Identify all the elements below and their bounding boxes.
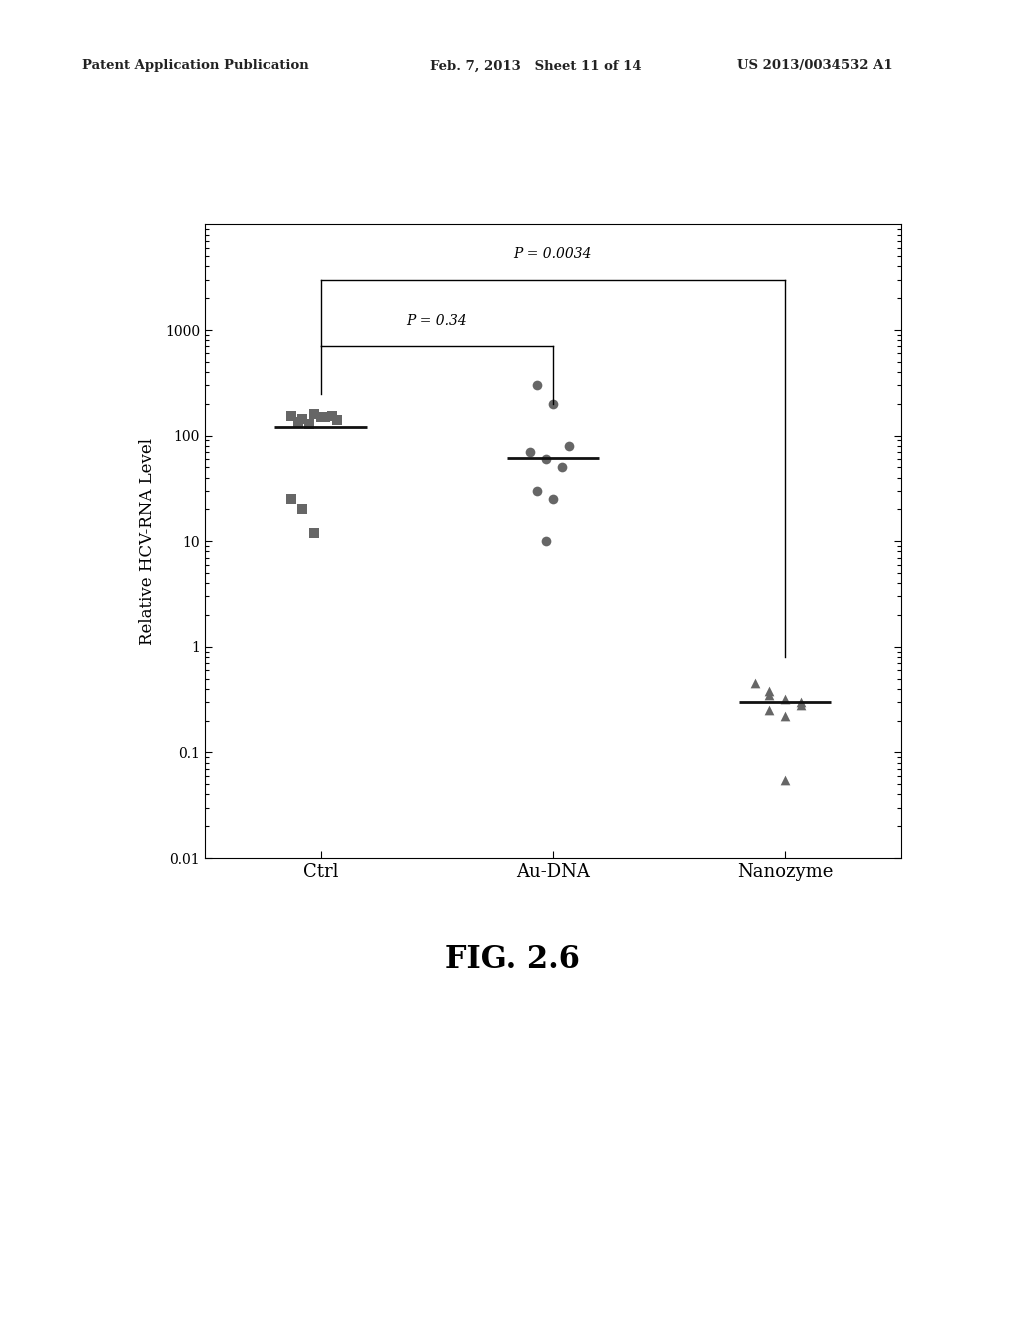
Point [777, 689, 794, 710]
Point [554, 457, 570, 478]
Text: US 2013/0034532 A1: US 2013/0034532 A1 [737, 59, 893, 73]
Point [301, 413, 317, 434]
Point [761, 681, 777, 702]
Text: Patent Application Publication: Patent Application Publication [82, 59, 308, 73]
Point [329, 409, 345, 430]
Point [561, 436, 578, 457]
Point [761, 684, 777, 705]
Point [294, 408, 310, 429]
Point [290, 412, 306, 433]
Point [777, 770, 794, 791]
Point [294, 499, 310, 520]
Point [538, 449, 554, 470]
Point [545, 488, 561, 510]
Point [794, 694, 810, 715]
Text: FIG. 2.6: FIG. 2.6 [444, 944, 580, 974]
Point [761, 700, 777, 721]
Point [777, 706, 794, 727]
Point [283, 405, 299, 426]
Point [317, 407, 334, 428]
Point [545, 393, 561, 414]
Point [528, 375, 545, 396]
Point [283, 488, 299, 510]
Point [521, 441, 538, 462]
Point [306, 523, 323, 544]
Text: Feb. 7, 2013   Sheet 11 of 14: Feb. 7, 2013 Sheet 11 of 14 [430, 59, 642, 73]
Text: P = 0.0034: P = 0.0034 [514, 247, 592, 261]
Point [306, 404, 323, 425]
Text: P = 0.34: P = 0.34 [407, 314, 467, 327]
Point [746, 673, 763, 694]
Point [794, 692, 810, 713]
Point [325, 405, 341, 426]
Point [538, 531, 554, 552]
Point [312, 407, 329, 428]
Y-axis label: Relative HCV-RNA Level: Relative HCV-RNA Level [139, 438, 157, 644]
Point [528, 480, 545, 502]
